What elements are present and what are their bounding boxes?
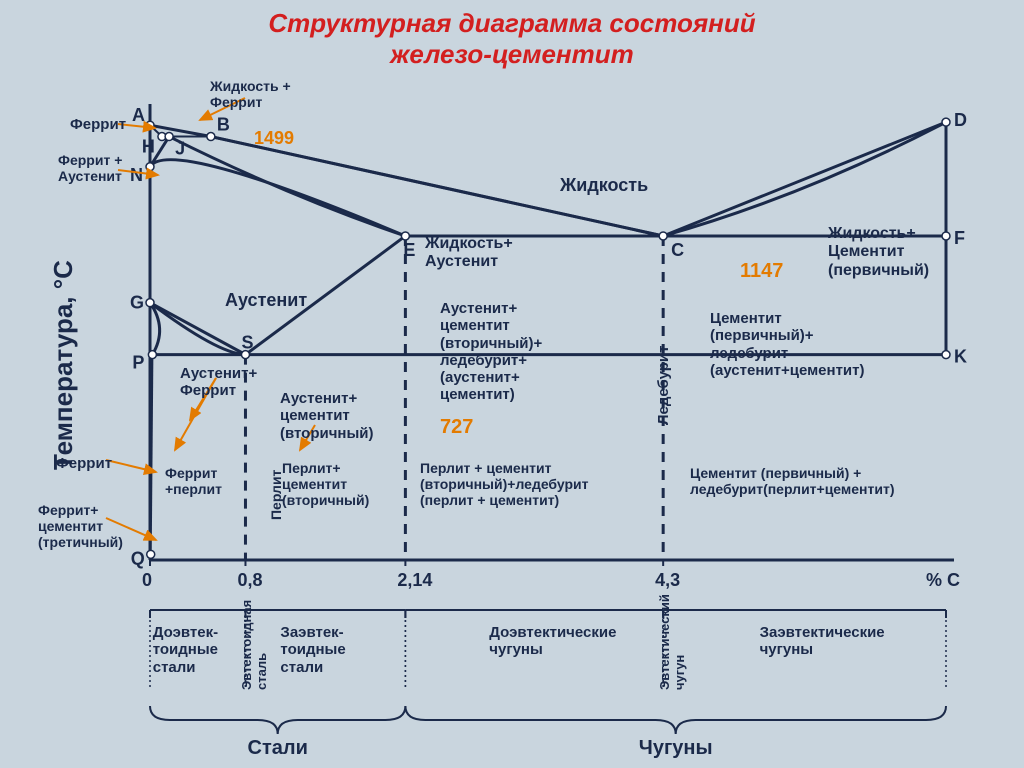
- svg-text:2,14: 2,14: [397, 570, 432, 590]
- svg-text:C: C: [671, 240, 684, 260]
- region-label-2: Феррит: [70, 116, 126, 133]
- y-axis-label: Температура, °С: [48, 260, 79, 470]
- svg-text:D: D: [954, 110, 967, 130]
- region-label-6: Аустенит: [225, 290, 307, 311]
- svg-text:K: K: [954, 347, 967, 367]
- region-label-4: Жидкость+Аустенит: [425, 235, 513, 272]
- svg-text:E: E: [403, 240, 415, 260]
- region-label-12: Феррит+цементит(третичный): [38, 502, 123, 550]
- class-vert-1: Эвтектоиднаясталь: [239, 600, 269, 690]
- class-label-0: Доэвтек-тоидныестали: [153, 624, 218, 676]
- region-label-7: Аустенит+Феррит: [180, 365, 257, 400]
- svg-text:Q: Q: [131, 548, 145, 568]
- class-vert-4: Эвтектическийчугун: [657, 594, 687, 690]
- region-label-16: Цементит (первичный) +ледебурит(перлит+ц…: [690, 465, 895, 497]
- temp-label-1: 1147: [740, 260, 783, 283]
- region-label-1: Жидкость +Феррит: [210, 78, 291, 110]
- svg-text:N: N: [130, 165, 143, 185]
- temp-label-0: 1499: [254, 128, 294, 149]
- svg-text:% C: % C: [926, 570, 960, 590]
- region-label-0: Жидкость: [560, 175, 648, 196]
- svg-text:Стали: Стали: [248, 737, 308, 759]
- region-label-15: Перлит + цементит(вторичный)+ледебурит(п…: [420, 460, 589, 508]
- class-label-5: Заэвтектическиечугуны: [760, 624, 885, 659]
- temp-label-2: 727: [440, 416, 473, 439]
- region-label-14: Перлит+цементит(вторичный): [282, 460, 369, 508]
- region-label-8: Аустенит+цементит(вторичный): [280, 390, 374, 442]
- svg-text:F: F: [954, 228, 965, 248]
- svg-text:A: A: [132, 105, 145, 125]
- region-label-3: Феррит +Аустенит: [58, 152, 122, 184]
- region-label-9: Аустенит+цементит(вторичный)+ледебурит+(…: [440, 300, 542, 404]
- class-label-3: Доэвтектическиечугуны: [489, 624, 616, 659]
- region-label-10: Цементит(первичный)+ледебурит(аустенит+ц…: [710, 310, 865, 379]
- svg-text:Чугуны: Чугуны: [639, 737, 713, 759]
- svg-text:0: 0: [142, 570, 152, 590]
- vertical-label-1: Ледебурит: [655, 346, 672, 425]
- svg-text:G: G: [130, 293, 144, 313]
- vertical-label-0: Перлит: [268, 470, 284, 520]
- diagram-stage: Структурная диаграмма состояний железо-ц…: [0, 0, 1024, 768]
- svg-text:H: H: [142, 137, 155, 157]
- region-label-13: Феррит+перлит: [165, 465, 222, 497]
- class-label-2: Заэвтек-тоидныестали: [280, 624, 345, 676]
- svg-text:B: B: [217, 115, 230, 135]
- svg-text:P: P: [132, 353, 144, 373]
- svg-text:0,8: 0,8: [237, 570, 262, 590]
- region-label-5: Жидкость+Цементит(первичный): [828, 225, 929, 280]
- svg-text:J: J: [175, 139, 185, 159]
- svg-text:S: S: [241, 333, 253, 353]
- svg-text:4,3: 4,3: [655, 570, 680, 590]
